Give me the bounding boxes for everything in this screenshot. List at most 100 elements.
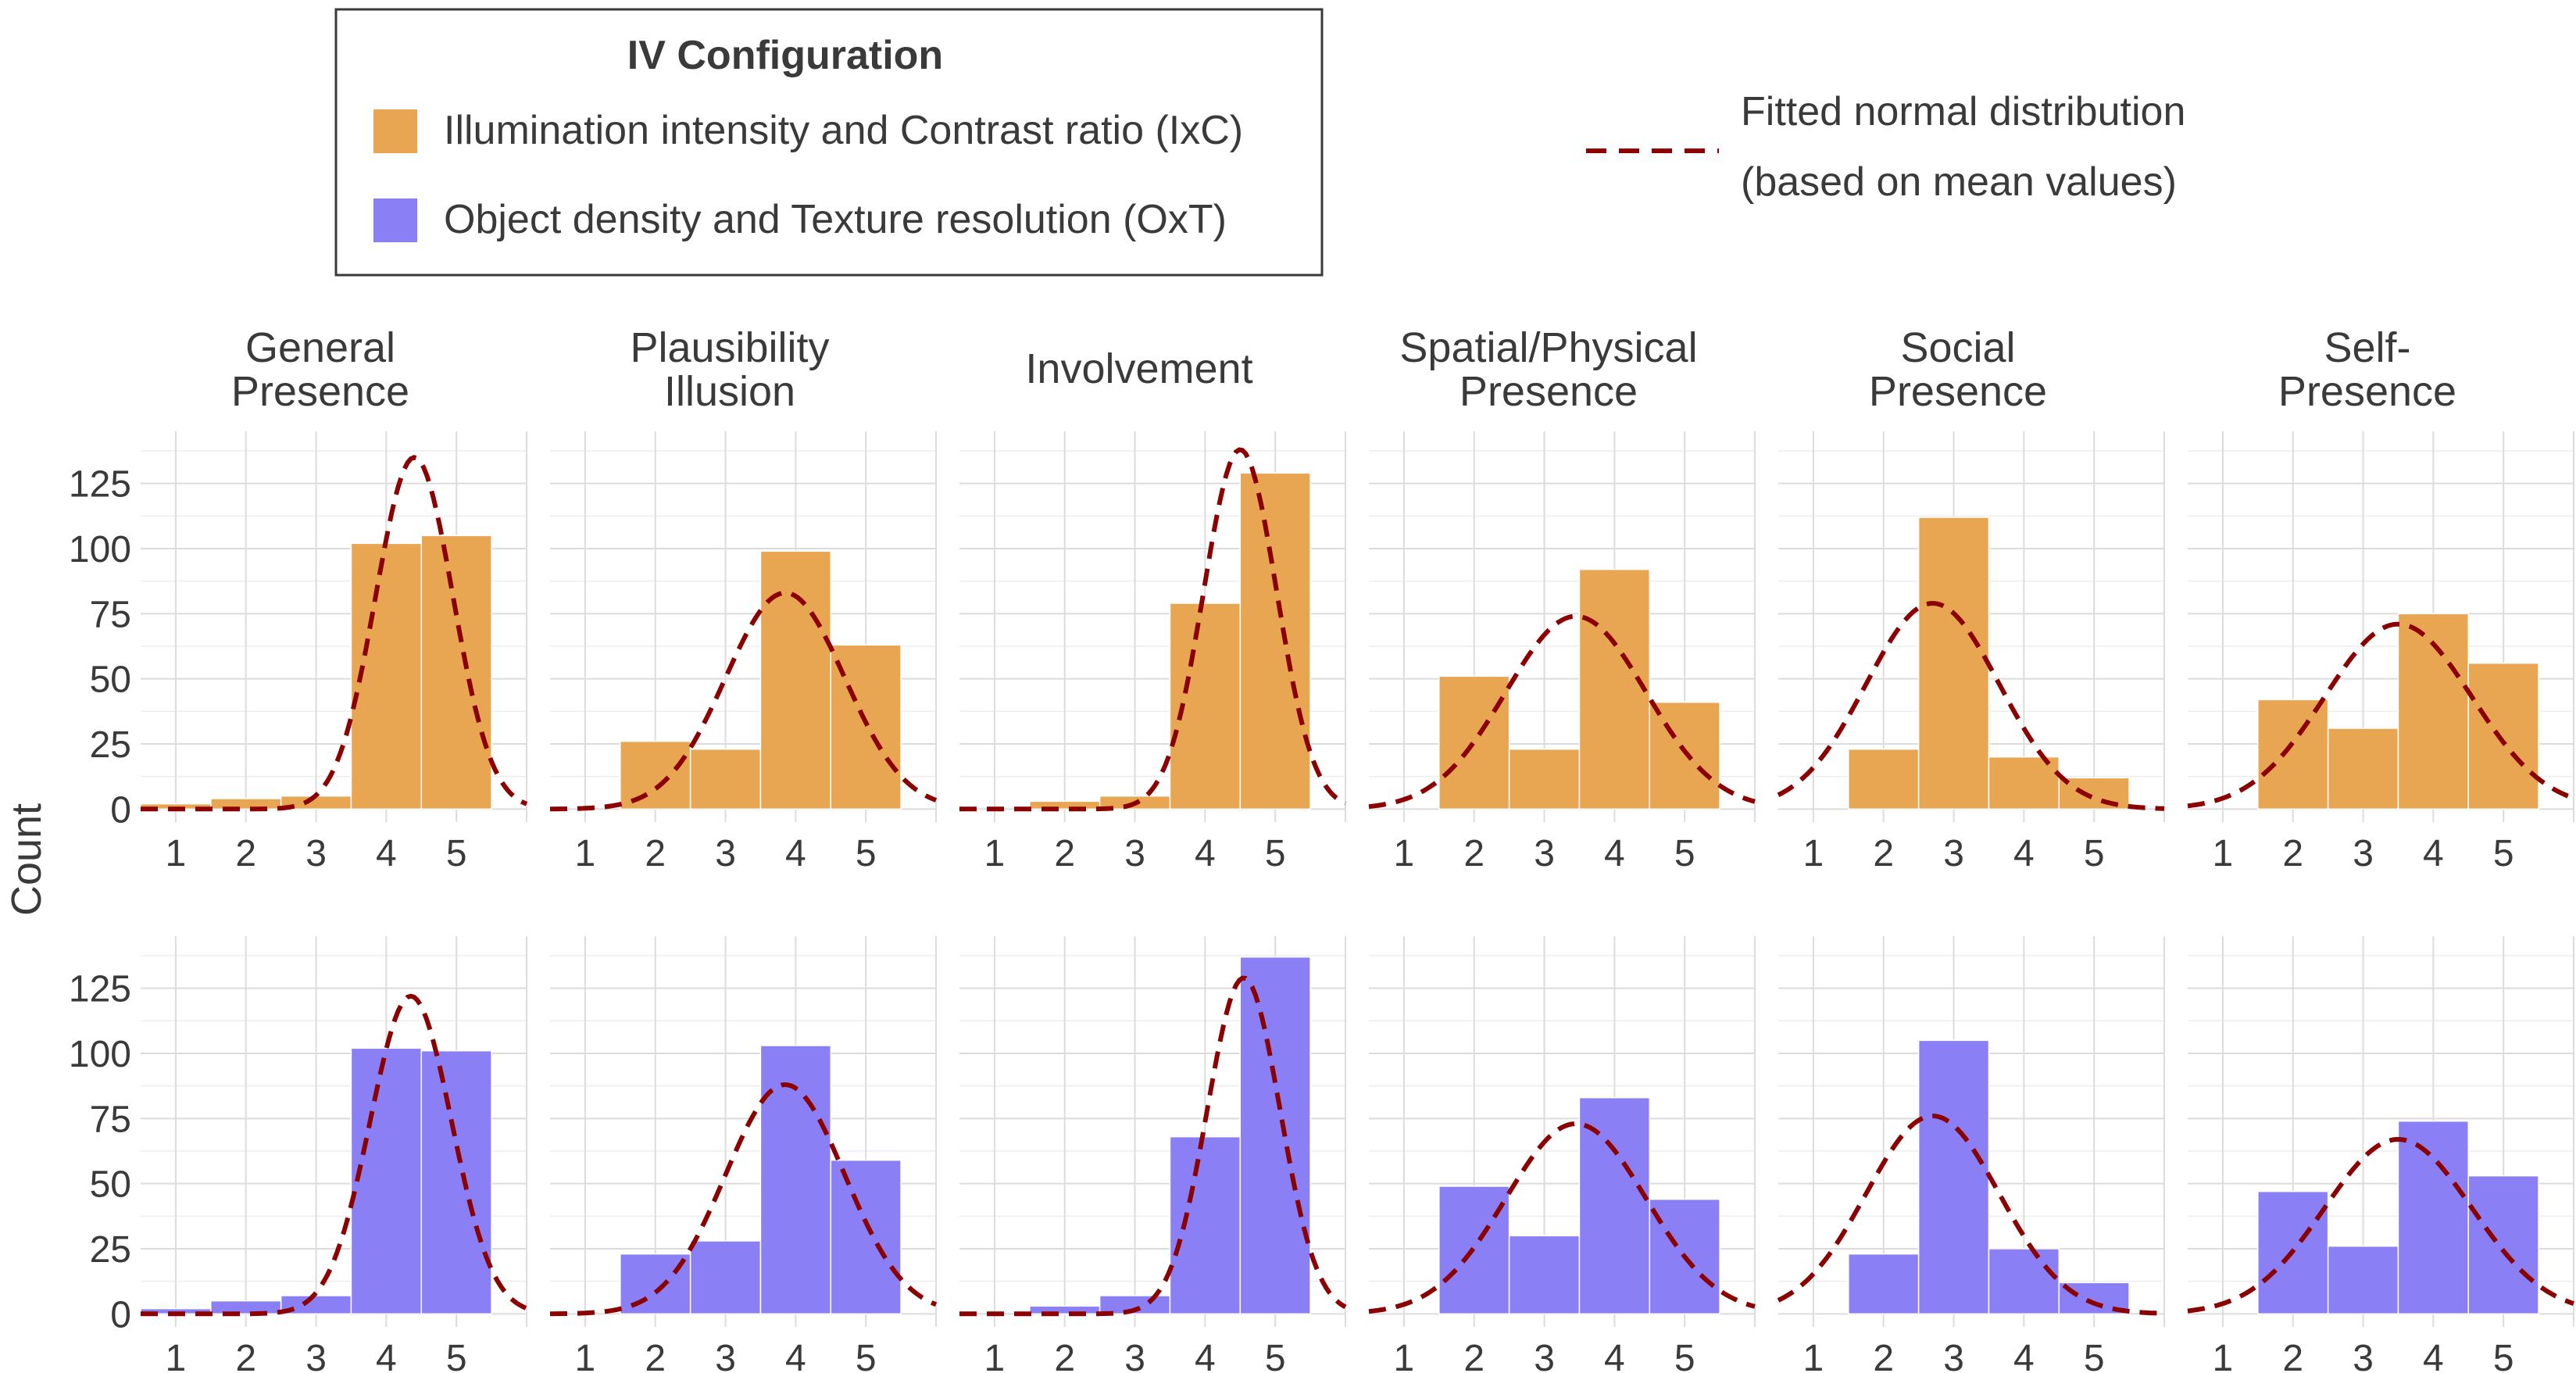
x-tick-label-5: 5 bbox=[2493, 1338, 2514, 1373]
histogram-bar-bin-5 bbox=[830, 1159, 902, 1315]
x-tick-label-2: 2 bbox=[235, 1338, 256, 1373]
panel-oxt-spatial-physical-presence: 1 2 3 4 5 bbox=[1368, 936, 1756, 1373]
facet-title-self-presence-line-1: Self- bbox=[2324, 324, 2410, 371]
panel-oxt-self-presence: 1 2 3 4 5 bbox=[2187, 936, 2574, 1373]
x-tick-label-3: 3 bbox=[305, 1338, 327, 1373]
fitted-normal-curve bbox=[1368, 1121, 1756, 1314]
x-tick-label-5: 5 bbox=[2493, 833, 2514, 874]
x-tick-label-4: 4 bbox=[1195, 833, 1216, 874]
panel-oxt-social-presence: 1 2 3 4 5 bbox=[1777, 936, 2165, 1373]
x-tick-label-5: 5 bbox=[1674, 1338, 1695, 1373]
histogram-bar-bin-3 bbox=[689, 748, 762, 810]
x-tick-label-1: 1 bbox=[2213, 833, 2234, 874]
fitted-normal-curve bbox=[550, 590, 938, 812]
fitted-normal-curve bbox=[1368, 613, 1756, 810]
legend-swatch-oxt bbox=[373, 198, 417, 242]
x-tick-label-5: 5 bbox=[2084, 1338, 2105, 1373]
legend-swatch-ixc bbox=[373, 109, 417, 153]
x-tick-label-2: 2 bbox=[2282, 833, 2303, 874]
fitted-normal-curve bbox=[2187, 621, 2575, 809]
panel-ixc-self-presence: 1 2 3 4 5 bbox=[2187, 431, 2575, 874]
x-tick-label-5: 5 bbox=[856, 1338, 877, 1373]
histogram-bar-bin-2 bbox=[210, 798, 282, 810]
facet-title-spatial-physical-presence-line-2: Presence bbox=[1459, 368, 1638, 415]
y-tick-label-25: 25 bbox=[90, 724, 131, 766]
x-tick-label-4: 4 bbox=[785, 833, 806, 874]
histogram-bar-bin-3 bbox=[2327, 1245, 2399, 1315]
x-tick-label-3: 3 bbox=[1943, 833, 1964, 874]
histogram-bar-bin-4 bbox=[350, 542, 423, 810]
facet-title-plausibility-illusion-line-1: Plausibility bbox=[630, 324, 829, 371]
panel-oxt-involvement: 1 2 3 4 5 bbox=[959, 936, 1347, 1373]
x-tick-label-1: 1 bbox=[1394, 833, 1415, 874]
x-tick-label-3: 3 bbox=[715, 833, 736, 874]
histogram-bar-bin-5 bbox=[420, 1049, 492, 1315]
facet-title-self-presence-line-2: Presence bbox=[2278, 368, 2456, 415]
histogram-bar-bin-4 bbox=[1169, 1135, 1242, 1315]
x-tick-label-2: 2 bbox=[1463, 833, 1485, 874]
x-tick-label-2: 2 bbox=[1054, 1338, 1075, 1373]
x-tick-label-3: 3 bbox=[1534, 1338, 1555, 1373]
histogram-bar-bin-2 bbox=[1029, 800, 1101, 810]
histogram-bar-bin-4 bbox=[1578, 1096, 1651, 1315]
legend-label-ixc: Illumination intensity and Contrast rati… bbox=[444, 108, 1243, 153]
panel-ixc-plausibility-illusion: 1 2 3 4 5 bbox=[550, 431, 938, 874]
y-tick-label-75: 75 bbox=[90, 594, 131, 635]
x-tick-label-1: 1 bbox=[1394, 1338, 1415, 1373]
x-tick-label-5: 5 bbox=[1265, 833, 1286, 874]
histogram-bar-bin-3 bbox=[1508, 1235, 1581, 1315]
x-tick-label-2: 2 bbox=[2282, 1338, 2303, 1373]
x-tick-label-5: 5 bbox=[446, 1338, 467, 1373]
x-tick-label-3: 3 bbox=[1124, 1338, 1145, 1373]
histogram-bar-bin-5 bbox=[1239, 956, 1311, 1315]
histogram-bar-bin-3 bbox=[1508, 748, 1581, 810]
histogram-bar-bin-5 bbox=[2058, 777, 2130, 810]
y-tick-label-50: 50 bbox=[90, 660, 131, 701]
x-tick-label-4: 4 bbox=[1604, 833, 1625, 874]
x-tick-label-2: 2 bbox=[1873, 833, 1894, 874]
x-tick-label-3: 3 bbox=[715, 1338, 736, 1373]
x-tick-label-1: 1 bbox=[575, 1338, 596, 1373]
histogram-bar-bin-4 bbox=[1988, 1248, 2060, 1315]
facet-title-plausibility-illusion-line-2: Illusion bbox=[664, 368, 795, 415]
facet-title-general-presence-line-1: General bbox=[245, 324, 395, 371]
facet-title-involvement-line-1: Involvement bbox=[1025, 345, 1252, 392]
histogram-bar-bin-5 bbox=[2467, 662, 2539, 810]
y-tick-label-0: 0 bbox=[110, 789, 131, 831]
histogram-bar-bin-3 bbox=[689, 1240, 762, 1315]
x-tick-label-2: 2 bbox=[1463, 1338, 1485, 1373]
x-tick-label-4: 4 bbox=[1604, 1338, 1625, 1373]
facet-title-general-presence-line-2: Presence bbox=[231, 368, 409, 415]
fitted-normal-curve bbox=[959, 447, 1347, 812]
histogram-bar-bin-2 bbox=[1848, 748, 1920, 810]
fit-legend-label-line1: Fitted normal distribution bbox=[1741, 89, 2185, 134]
panel-ixc-involvement: 1 2 3 4 5 bbox=[959, 431, 1347, 874]
x-tick-label-4: 4 bbox=[2423, 833, 2444, 874]
x-tick-label-5: 5 bbox=[1265, 1338, 1286, 1373]
fitted-normal-curve bbox=[1777, 600, 2165, 811]
histogram-bar-bin-4 bbox=[1578, 568, 1651, 810]
facet-title-involvement: Involvement bbox=[1025, 345, 1252, 392]
histogram-bar-bin-5 bbox=[2467, 1175, 2539, 1315]
histogram-bar-bin-3 bbox=[2327, 728, 2399, 810]
fit-legend: Fitted normal distribution (based on mea… bbox=[1586, 89, 2185, 205]
legend-title: IV Configuration bbox=[627, 33, 943, 78]
histogram-bar-bin-2 bbox=[210, 1300, 282, 1315]
x-tick-label-1: 1 bbox=[984, 1338, 1006, 1373]
y-tick-label-100: 100 bbox=[69, 1034, 131, 1075]
panel-ixc-social-presence: 1 2 3 4 5 bbox=[1777, 431, 2165, 874]
y-tick-label-25: 25 bbox=[90, 1229, 131, 1271]
x-tick-label-1: 1 bbox=[1803, 1338, 1824, 1373]
y-tick-label-125: 125 bbox=[69, 464, 131, 506]
x-tick-label-3: 3 bbox=[1534, 833, 1555, 874]
legend-frame bbox=[334, 8, 1324, 277]
panel-oxt-plausibility-illusion: 1 2 3 4 5 bbox=[550, 936, 938, 1373]
legend-label-oxt: Object density and Texture resolution (O… bbox=[444, 197, 1227, 242]
fitted-normal-curve bbox=[141, 993, 528, 1317]
legend-box: IV Configuration Illumination intensity … bbox=[334, 8, 1324, 277]
y-tick-label-50: 50 bbox=[90, 1164, 131, 1206]
